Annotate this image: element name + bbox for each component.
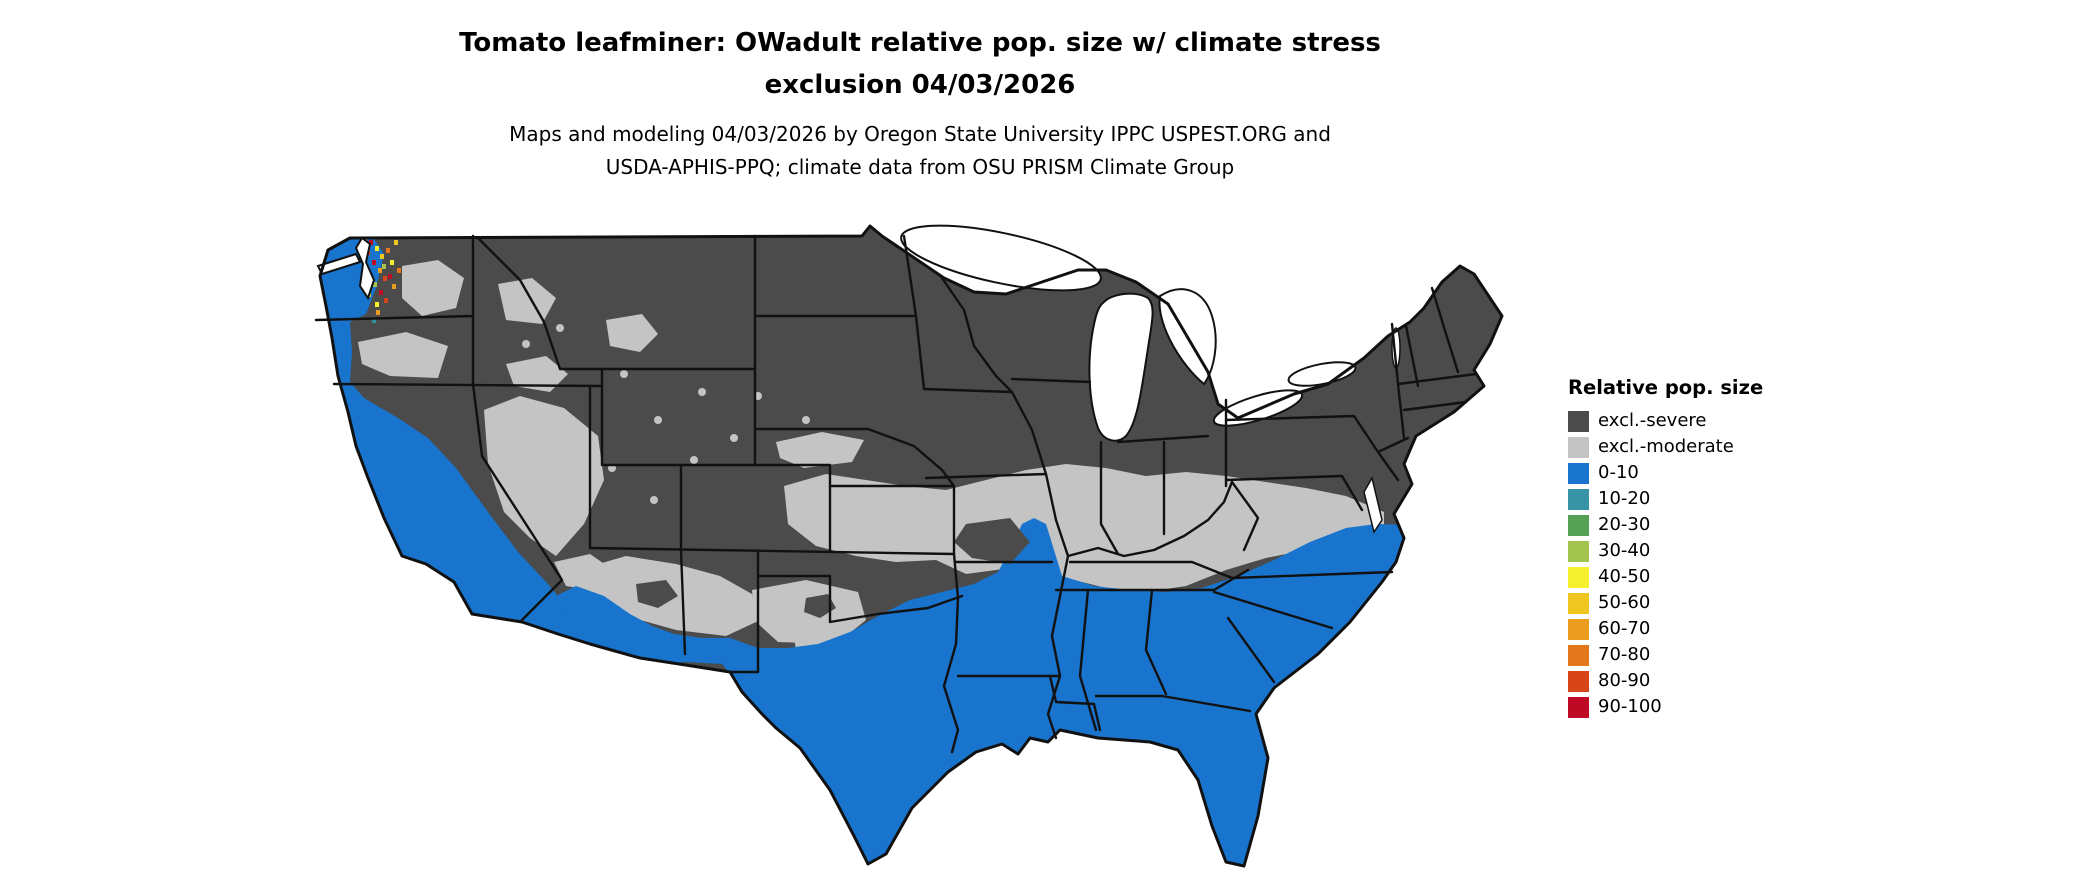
lake-michigan	[1088, 292, 1154, 442]
legend-label: 30-40	[1598, 540, 1651, 561]
legend-item: 10-20	[1568, 486, 1808, 512]
legend-label: 40-50	[1598, 566, 1651, 587]
state-borders-midwest	[753, 234, 1250, 754]
legend-item: 20-30	[1568, 512, 1808, 538]
map-title: Tomato leafminer: OWadult relative pop. …	[0, 22, 1840, 106]
puget-sound	[354, 236, 376, 301]
legend-label: excl.-moderate	[1598, 436, 1734, 457]
legend-item: 70-80	[1568, 642, 1808, 668]
legend-swatch	[1568, 566, 1589, 588]
state-borders-southeast	[1048, 286, 1478, 732]
legend-swatch	[1568, 670, 1589, 692]
legend-label: 0-10	[1598, 462, 1639, 483]
legend-swatch	[1568, 696, 1589, 718]
state-borders-west	[314, 234, 964, 674]
legend-label: excl.-severe	[1598, 410, 1707, 431]
chesapeake-bay	[1363, 475, 1383, 534]
legend-label: 20-30	[1598, 514, 1651, 535]
legend-item: 90-100	[1568, 694, 1808, 720]
map-subtitle-line2: USDA-APHIS-PPQ; climate data from OSU PR…	[605, 155, 1235, 180]
map-subtitle: Maps and modeling 04/03/2026 by Oregon S…	[0, 118, 1840, 184]
legend-item: excl.-severe	[1568, 408, 1808, 434]
legend-title: Relative pop. size	[1568, 376, 1764, 399]
legend-swatch	[1568, 644, 1589, 666]
legend-item: excl.-moderate	[1568, 434, 1808, 460]
legend-swatch	[1568, 618, 1589, 640]
legend-label: 90-100	[1598, 696, 1662, 717]
title-block: Tomato leafminer: OWadult relative pop. …	[0, 22, 1840, 106]
lake-superior	[900, 224, 1102, 292]
legend-label: 70-80	[1598, 644, 1651, 665]
legend-item: 30-40	[1568, 538, 1808, 564]
legend-swatch	[1568, 514, 1589, 536]
legend-item: 60-70	[1568, 616, 1808, 642]
legend-swatch	[1568, 436, 1589, 458]
us-map	[314, 224, 1504, 868]
legend-swatch	[1568, 410, 1589, 432]
legend-swatch	[1568, 488, 1589, 510]
legend-label: 80-90	[1598, 670, 1651, 691]
legend-item: 0-10	[1568, 460, 1808, 486]
legend-item: 50-60	[1568, 590, 1808, 616]
map-title-line2: exclusion 04/03/2026	[764, 70, 1076, 101]
legend-swatch	[1568, 540, 1589, 562]
zone-severe-patches	[636, 518, 1030, 618]
legend-label: 10-20	[1598, 488, 1651, 509]
legend-item: 40-50	[1568, 564, 1808, 590]
map-subtitle-line1: Maps and modeling 04/03/2026 by Oregon S…	[509, 122, 1331, 146]
legend-item: 80-90	[1568, 668, 1808, 694]
legend-label: 60-70	[1598, 618, 1651, 639]
legend: Relative pop. size excl.-severe excl.-mo…	[1568, 376, 1808, 720]
legend-swatch	[1568, 462, 1589, 484]
map-container	[306, 224, 1526, 880]
state-borders	[314, 234, 1478, 754]
map-title-line1: Tomato leafminer: OWadult relative pop. …	[459, 28, 1381, 58]
legend-label: 50-60	[1598, 592, 1651, 613]
legend-swatch	[1568, 592, 1589, 614]
